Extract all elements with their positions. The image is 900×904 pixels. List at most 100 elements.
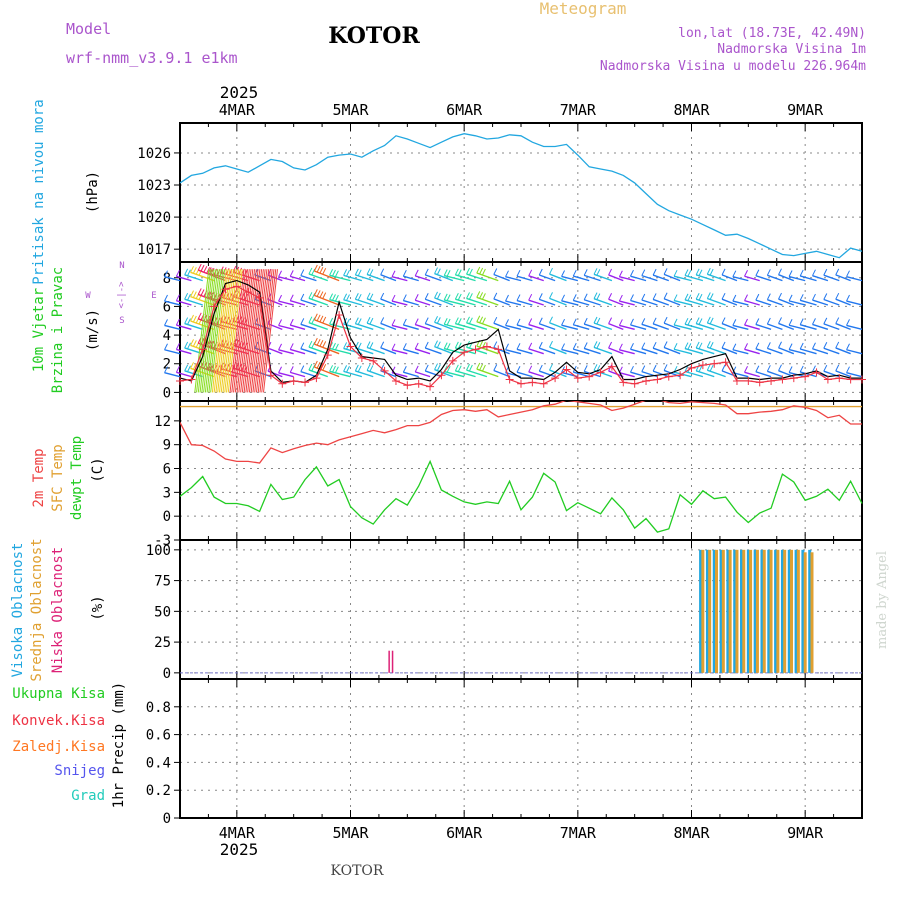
cloud-bar <box>810 552 813 673</box>
credit: made by Angel <box>875 551 890 649</box>
temp-unit: (C) <box>90 457 106 482</box>
cloud-bar <box>722 550 725 673</box>
svg-text:N: N <box>119 261 124 271</box>
precip-panel: 00.20.40.60.8 <box>146 679 862 827</box>
wind-ytick-label-0: 0 <box>163 385 171 401</box>
svg-text:S: S <box>119 316 124 326</box>
pressure-frame <box>180 123 862 262</box>
wind-gust-point <box>778 376 786 384</box>
temp-label-2m: 2m Temp <box>31 448 47 507</box>
bottom-day-label: 7MAR <box>560 824 597 842</box>
top-day-label: 9MAR <box>787 101 824 119</box>
precip-axis-label: 1hr Precip (mm) <box>111 682 127 808</box>
top-year: 2025 <box>220 83 259 102</box>
wind-gust-point <box>187 376 195 384</box>
wind-gust-point <box>290 377 298 385</box>
cloud-bar <box>701 550 704 673</box>
bottom-day-label: 5MAR <box>332 824 369 842</box>
temperature-ytick-label-2: 3 <box>163 485 171 501</box>
wind-gust-point <box>699 361 707 369</box>
cloud-label-low: Niska Oblacnost <box>50 547 66 673</box>
temperature-ytick-label-3: 6 <box>163 462 171 478</box>
wind-gust-point <box>403 381 411 389</box>
temperature-ytick-label-4: 9 <box>163 438 171 454</box>
wind-unit: (m/s) <box>85 309 101 351</box>
top-day-label: 8MAR <box>673 101 710 119</box>
cloud-ytick-label-3: 75 <box>154 574 171 590</box>
cloud-bar <box>708 550 711 673</box>
precip-ytick-label-1: 0.2 <box>146 783 171 799</box>
cloud-bar <box>776 550 779 673</box>
temp-label-dewpt: dewpt Temp <box>69 436 85 520</box>
cloud-frame <box>180 540 862 679</box>
model-label: Model <box>66 20 111 38</box>
cloud-bar <box>729 550 732 673</box>
precip-ytick-label-0: 0 <box>163 811 171 827</box>
temperature-ytick-label-5: 12 <box>154 414 171 430</box>
pressure-ytick-label-3: 1026 <box>137 146 171 162</box>
wind-gust-point <box>506 376 514 384</box>
location: lon,lat (18.73E, 42.49N) <box>678 26 866 41</box>
cloud-ytick-label-0: 0 <box>163 666 171 682</box>
wind-label-2: Brzina i Pravac <box>50 267 66 393</box>
bottom-year: 2025 <box>220 840 259 859</box>
wind-gust-point <box>528 378 536 386</box>
cloud-ytick-label-1: 25 <box>154 635 171 651</box>
cloud-bar <box>797 550 800 673</box>
top-day-label: 6MAR <box>446 101 483 119</box>
wind-gust-point <box>301 378 309 386</box>
cloud-bar <box>715 550 718 673</box>
cloud-label-mid: Srednja Oblacnost <box>29 538 45 681</box>
wind-gust-point <box>642 377 650 385</box>
wind-gust-point <box>415 380 423 388</box>
cloud-bar <box>783 550 786 673</box>
cloud-bar <box>763 550 766 673</box>
footer-title: KOTOR <box>331 863 384 879</box>
cloud-bar <box>749 550 752 673</box>
cloud-bar <box>388 651 390 673</box>
pressure-ytick-label-1: 1020 <box>137 210 171 226</box>
precip-legend-item: Snijeg <box>54 763 105 779</box>
wind-label-1: 10m Vjetar <box>31 288 47 372</box>
precip-legend-item: Konvek.Kisa <box>12 713 105 729</box>
precip-frame <box>180 679 862 818</box>
cloud-bar <box>804 552 807 673</box>
wind-gust-point <box>540 380 548 388</box>
precip-legend-item: Ukupna Kisa <box>12 686 105 702</box>
precip-legend-item: Grad <box>71 788 105 804</box>
wind-gust-point <box>517 380 525 388</box>
temp-2m-line <box>180 399 862 463</box>
cloud-bar <box>742 550 745 673</box>
wind-ytick-label-1: 2 <box>163 357 171 373</box>
precip-ytick-label-4: 0.8 <box>146 700 171 716</box>
wind-gust-point <box>631 380 639 388</box>
pressure-ytick-label-2: 1023 <box>137 178 171 194</box>
cloud-bar <box>735 550 738 673</box>
precip-legend-item: Zaledj.Kisa <box>12 739 105 755</box>
wind-gust-point <box>710 360 718 368</box>
bottom-day-label: 8MAR <box>673 824 710 842</box>
pressure-label: Pritisak na nivou mora <box>31 99 47 284</box>
pressure-line <box>180 134 862 258</box>
wind-gust-point <box>847 376 855 384</box>
temperature-frame <box>180 401 862 540</box>
cloud-bar <box>392 651 394 673</box>
svg-text:<-|->: <-|-> <box>117 281 127 309</box>
cloud-bar <box>770 550 773 673</box>
cloud-bar <box>756 550 759 673</box>
pressure-unit: (hPa) <box>85 171 101 213</box>
model-elevation: Nadmorska Visina u modelu 226.964m <box>600 59 866 74</box>
precip-ytick-label-3: 0.6 <box>146 728 171 744</box>
wind-gust-point <box>858 376 866 384</box>
top-day-label: 5MAR <box>332 101 369 119</box>
cloud-label-high: Visoka Oblacnost <box>10 543 26 678</box>
top-day-label: 4MAR <box>219 101 256 119</box>
model-name: wrf-nmm_v3.9.1 e1km <box>66 49 238 67</box>
wind-gust-point <box>176 377 184 385</box>
